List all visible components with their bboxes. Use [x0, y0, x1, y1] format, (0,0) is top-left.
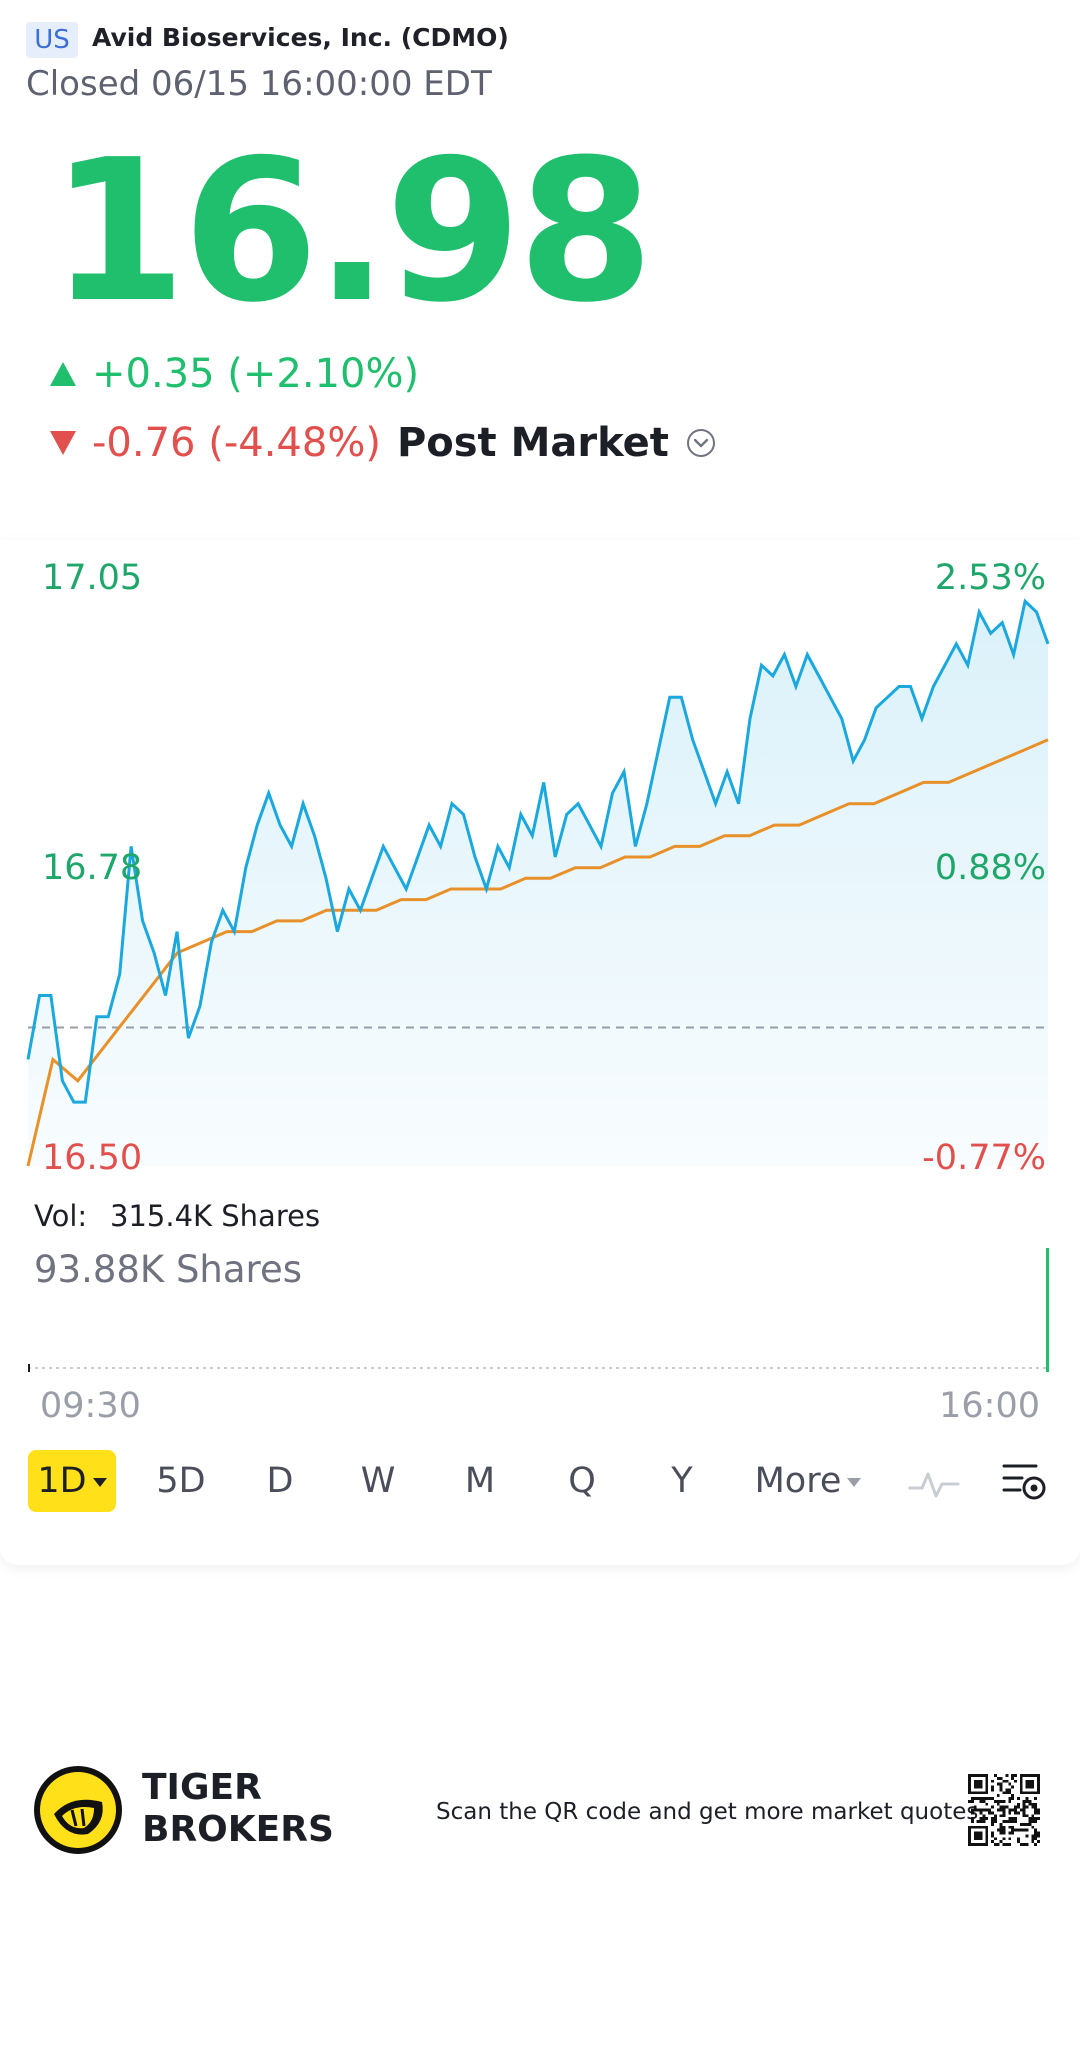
volume-total: 315.4K Shares: [110, 1199, 321, 1233]
qr-cta-text: Scan the QR code and get more market quo…: [436, 1799, 979, 1825]
period-d[interactable]: D: [266, 1461, 294, 1501]
period-5d[interactable]: 5D: [156, 1461, 206, 1501]
period-selector: 1D 5D D W M Q Y More: [0, 1446, 1080, 1516]
period-more[interactable]: More: [752, 1450, 864, 1512]
average-price-line: [26, 738, 1049, 1167]
volume-chart: [28, 1248, 1049, 1372]
period-w[interactable]: W: [360, 1461, 396, 1501]
market-status: Closed 06/15 16:00:00 EDT: [26, 64, 492, 104]
pct-label-bottom: -0.77%: [922, 1138, 1046, 1178]
x-label-end: 16:00: [939, 1386, 1040, 1426]
down-arrow-icon: [50, 431, 76, 455]
post-market-row[interactable]: -0.76 (-4.48%) Post Market: [50, 418, 717, 468]
volume-bar-close: [1046, 1248, 1049, 1372]
qr-code-icon[interactable]: [968, 1774, 1040, 1846]
brand-name-line1: TIGER: [142, 1767, 262, 1808]
period-m[interactable]: M: [464, 1461, 496, 1501]
y-label-bottom: 16.50: [42, 1138, 143, 1178]
tiger-logo-icon: [34, 1766, 122, 1854]
market-tag: US: [26, 22, 78, 58]
up-arrow-icon: [50, 362, 76, 386]
indicator-icon[interactable]: [908, 1462, 960, 1502]
period-1d[interactable]: 1D: [28, 1450, 116, 1512]
post-market-label: Post Market: [396, 420, 669, 466]
chevron-down-icon[interactable]: [685, 427, 717, 459]
period-y[interactable]: Y: [671, 1461, 693, 1501]
post-market-change: -0.76 (-4.48%): [92, 420, 381, 466]
price-line: [26, 598, 1050, 1104]
volume-bar-start: [28, 1364, 30, 1372]
pct-label-top: 2.53%: [934, 558, 1046, 598]
period-q[interactable]: Q: [568, 1461, 596, 1501]
brand-name-line2: BROKERS: [142, 1809, 334, 1850]
chart-settings-icon[interactable]: [1000, 1458, 1050, 1506]
volume-label: Vol:: [34, 1199, 88, 1233]
last-price: 16.98: [50, 118, 654, 346]
y-label-mid: 16.78: [42, 848, 143, 888]
y-label-top: 17.05: [42, 558, 143, 598]
intraday-chart[interactable]: [0, 560, 1080, 1170]
regular-change: +0.35 (+2.10%): [92, 351, 420, 397]
volume-scale: 93.88K Shares: [34, 1248, 302, 1291]
pct-label-mid: 0.88%: [934, 848, 1046, 888]
price-area: [28, 601, 1048, 1166]
company-name: Avid Bioservices, Inc. (CDMO): [92, 23, 509, 52]
regular-change-row: +0.35 (+2.10%): [50, 349, 419, 399]
x-label-start: 09:30: [40, 1386, 141, 1426]
caret-down-icon: [92, 1477, 107, 1487]
caret-down-icon: [847, 1477, 862, 1487]
